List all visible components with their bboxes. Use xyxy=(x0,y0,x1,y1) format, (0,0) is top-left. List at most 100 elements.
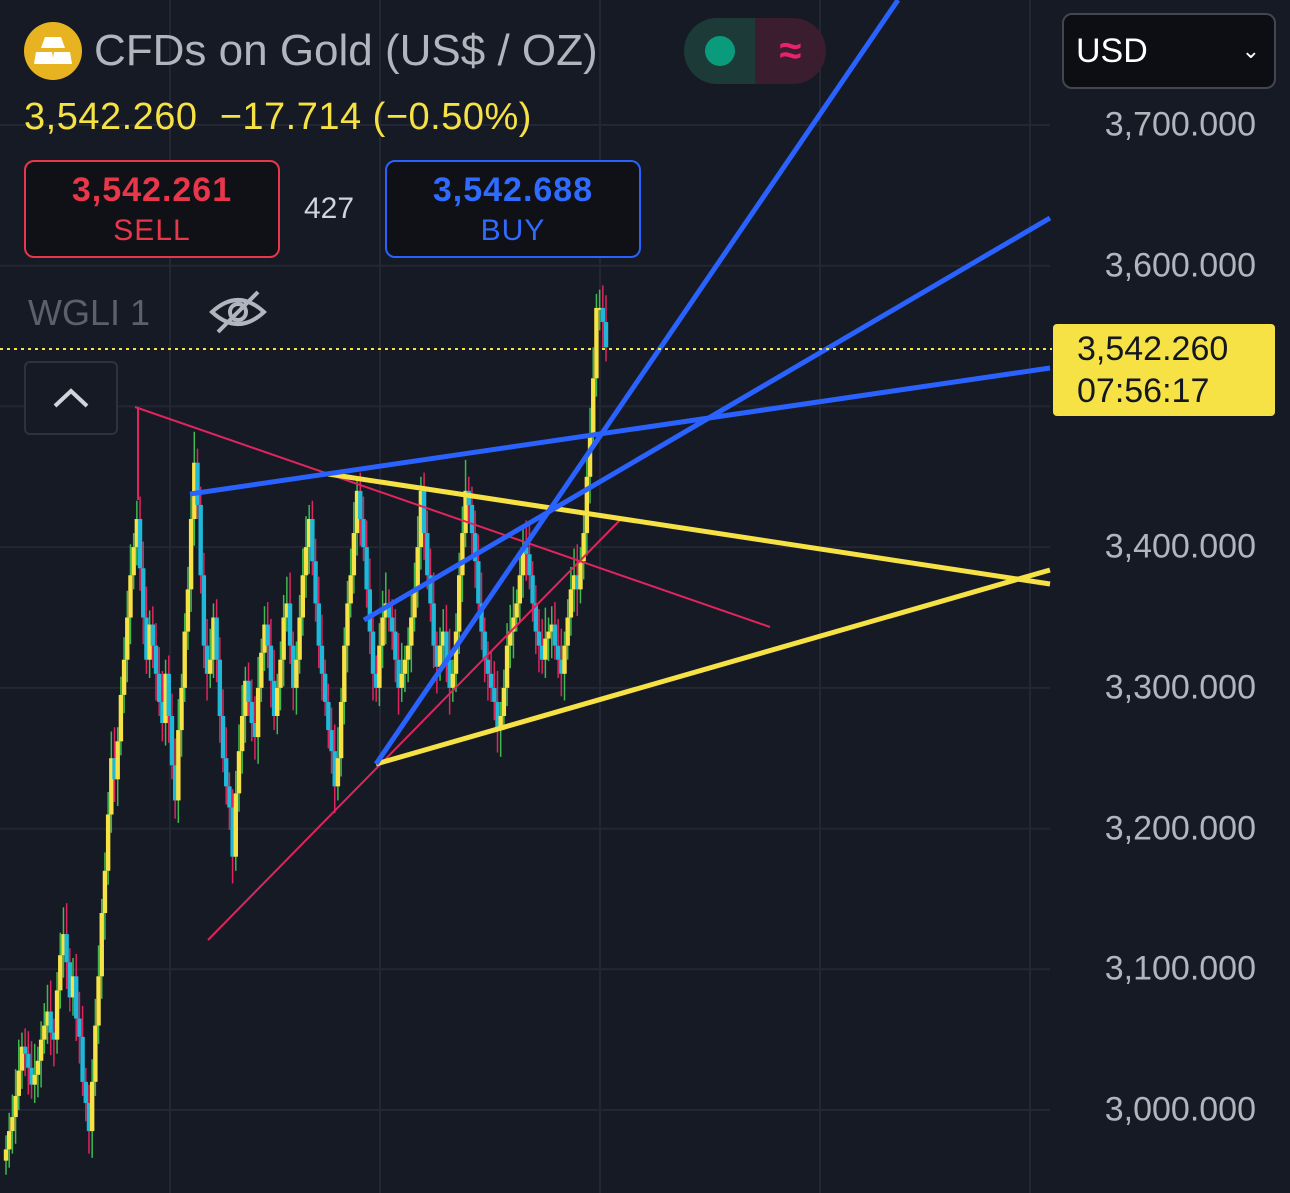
candle-body xyxy=(118,694,124,742)
candle-body xyxy=(322,673,328,702)
candle-body xyxy=(16,1070,21,1096)
candle-body xyxy=(600,307,606,322)
y-axis-tick-label: 3,200.000 xyxy=(1104,809,1256,848)
candle-body xyxy=(300,575,306,618)
candle-body xyxy=(511,617,516,632)
candle-body xyxy=(405,645,411,660)
candle-body xyxy=(488,673,494,688)
candle-body xyxy=(150,624,156,646)
candle-body xyxy=(125,617,130,660)
candle-body xyxy=(479,603,484,632)
candle-body xyxy=(294,659,299,688)
candle-body xyxy=(396,659,401,688)
candle-body xyxy=(504,645,510,688)
eye-off-icon[interactable] xyxy=(208,286,268,343)
candle-body xyxy=(259,652,264,688)
candle-body xyxy=(517,575,523,604)
candle-body xyxy=(530,575,535,604)
red-trendline-up[interactable] xyxy=(207,519,621,941)
candle-body xyxy=(182,631,187,688)
candle-body xyxy=(131,547,136,576)
candle-body xyxy=(89,1081,95,1132)
currency-select[interactable]: USD ⌄ xyxy=(1062,13,1276,89)
candle-body xyxy=(26,1053,31,1068)
candle-body xyxy=(508,631,513,646)
yellow-lower-trendline[interactable] xyxy=(375,567,1051,767)
candle-body xyxy=(128,575,133,618)
candle-body xyxy=(275,687,280,716)
candle-body xyxy=(492,687,497,702)
candle-body xyxy=(102,870,108,913)
buy-button[interactable]: 3,542.688 BUY xyxy=(385,160,641,258)
candle-body xyxy=(211,617,216,660)
candle-body xyxy=(460,533,465,576)
candle-body xyxy=(498,716,503,731)
candle-body xyxy=(539,645,545,660)
candle-body xyxy=(137,519,143,569)
candle-body xyxy=(19,1046,25,1071)
candle-body xyxy=(425,533,430,576)
candle-body xyxy=(265,624,270,646)
sell-label: SELL xyxy=(113,213,191,247)
symbol-header: CFDs on Gold (US$ / OZ) xyxy=(24,22,598,80)
candle-body xyxy=(310,519,315,562)
candle-body xyxy=(527,554,532,576)
candle-body xyxy=(536,631,542,646)
candle-body xyxy=(345,603,350,646)
candle-body xyxy=(156,673,162,702)
sell-button[interactable]: 3,542.261 SELL xyxy=(24,160,280,258)
candle-body xyxy=(463,490,468,534)
buy-price: 3,542.688 xyxy=(432,170,594,209)
candle-body xyxy=(402,659,408,674)
candle-body xyxy=(434,645,440,667)
candle-body xyxy=(520,547,526,576)
candle-body xyxy=(421,490,427,534)
yellow-upper-trendline[interactable] xyxy=(327,471,1051,587)
market-status-pill[interactable]: ≈ xyxy=(684,18,826,84)
candle-body xyxy=(444,631,449,660)
candle-body xyxy=(220,716,226,759)
blue-channel-top[interactable] xyxy=(189,365,1051,497)
candle-body xyxy=(412,589,417,618)
price-change-pct: (−0.50%) xyxy=(372,96,532,138)
candle-body xyxy=(335,758,341,787)
candle-body xyxy=(236,751,242,794)
blue-steep-trendline[interactable] xyxy=(373,0,901,766)
candle-body xyxy=(597,307,602,310)
candle-body xyxy=(86,1102,92,1132)
candle-body xyxy=(584,476,590,534)
candle-body xyxy=(409,617,414,646)
candle-body xyxy=(485,659,491,674)
candle-body xyxy=(6,1131,12,1150)
candle-body xyxy=(144,617,149,660)
blue-mid-trendline[interactable] xyxy=(362,215,1052,623)
candle-body xyxy=(594,307,599,379)
red-trendline-down[interactable] xyxy=(134,406,771,628)
spread-value: 427 xyxy=(304,192,355,225)
candle-body xyxy=(48,1011,53,1033)
candle-body xyxy=(374,673,379,688)
collapse-button[interactable] xyxy=(24,361,118,435)
candle-body xyxy=(361,519,366,548)
candle-body xyxy=(208,659,213,674)
candle-body xyxy=(179,687,184,731)
last-price-tag-price: 3,542.260 xyxy=(1077,330,1229,368)
indicator-label[interactable]: WGLI 1 xyxy=(28,292,151,333)
symbol-title[interactable]: CFDs on Gold (US$ / OZ) xyxy=(94,26,598,75)
candle-body xyxy=(326,701,331,731)
candle-body xyxy=(389,617,395,632)
candle-body xyxy=(61,934,66,956)
candle-body xyxy=(441,631,446,646)
y-axis-tick-label: 3,000.000 xyxy=(1104,1090,1256,1129)
candle-body xyxy=(141,568,146,618)
candle-body xyxy=(386,603,392,618)
candle-body xyxy=(3,1149,9,1161)
candle-body xyxy=(233,793,238,857)
candle-body xyxy=(166,673,171,716)
candle-body xyxy=(188,519,194,590)
candle-body xyxy=(185,589,191,632)
candle-body xyxy=(524,547,529,555)
y-axis-tick-label: 3,300.000 xyxy=(1104,668,1256,707)
candle-body xyxy=(22,1046,28,1054)
